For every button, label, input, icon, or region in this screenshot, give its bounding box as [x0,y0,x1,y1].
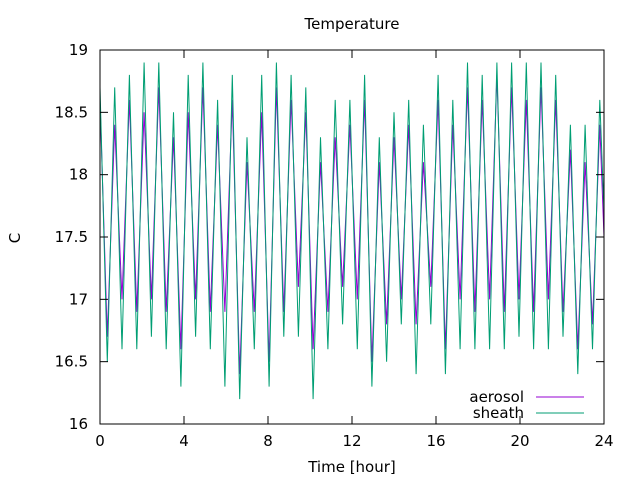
plot-lines [99,62,605,400]
legend-label-aerosol: aerosol [469,388,524,406]
y-axis-label: C [6,233,24,243]
y-tick-label: 17 [69,290,88,308]
series-line-sheath [99,62,605,400]
x-axis-label: Time [hour] [307,458,396,476]
x-tick-label: 12 [342,432,361,450]
axis-ticks: 16 16.5 17 17.5 18 18.5 19 0 4 8 12 16 20 24 [55,41,614,450]
y-tick-label: 16 [69,415,88,433]
x-tick-label: 4 [179,432,189,450]
x-tick-label: 8 [263,432,273,450]
legend-label-sheath: sheath [473,404,524,422]
chart-title: Temperature [303,15,399,33]
y-tick-label: 16.5 [55,353,88,371]
x-tick-label: 24 [594,432,613,450]
y-tick-label: 17.5 [55,228,88,246]
x-tick-label: 0 [95,432,105,450]
x-tick-label: 20 [510,432,529,450]
y-tick-label: 18.5 [55,103,88,121]
y-tick-label: 18 [69,166,88,184]
x-tick-label: 16 [426,432,445,450]
y-tick-label: 19 [69,41,88,59]
plot-frame [99,49,605,425]
series-line-aerosol [99,74,605,375]
